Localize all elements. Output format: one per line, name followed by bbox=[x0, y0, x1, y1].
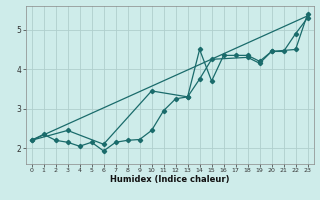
X-axis label: Humidex (Indice chaleur): Humidex (Indice chaleur) bbox=[110, 175, 229, 184]
